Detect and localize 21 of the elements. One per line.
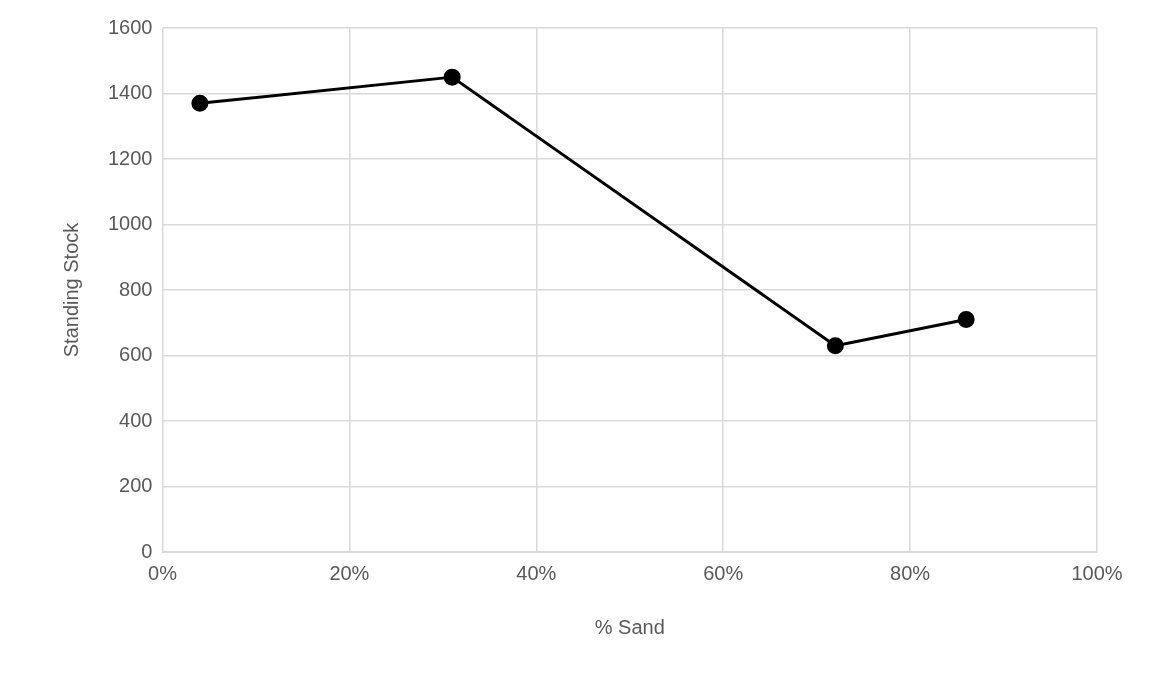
x-tick-label: 40%	[516, 561, 557, 584]
point	[957, 310, 975, 328]
x-tick-label: 80%	[890, 561, 931, 584]
y-tick-label: 200	[119, 474, 153, 497]
x-tick-label: 100%	[1071, 561, 1123, 584]
point	[191, 94, 209, 112]
y-tick-label: 600	[119, 343, 153, 366]
y-tick-label: 1600	[107, 15, 153, 38]
x-tick-label: 20%	[329, 561, 370, 584]
y-tick-label: 400	[119, 408, 153, 431]
x-tick-label: 0%	[148, 561, 178, 584]
y-axis-title: Standing Stock	[59, 221, 82, 358]
y-tick-label: 1200	[107, 146, 153, 169]
y-tick-label: 1400	[107, 81, 153, 104]
x-tick-label: 60%	[703, 561, 744, 584]
y-tick-label: 0	[141, 539, 153, 562]
y-tick-label: 1000	[107, 212, 153, 235]
point	[443, 68, 461, 86]
x-axis-title: % Sand	[594, 615, 665, 638]
point	[826, 337, 844, 355]
y-tick-label: 800	[119, 277, 153, 300]
